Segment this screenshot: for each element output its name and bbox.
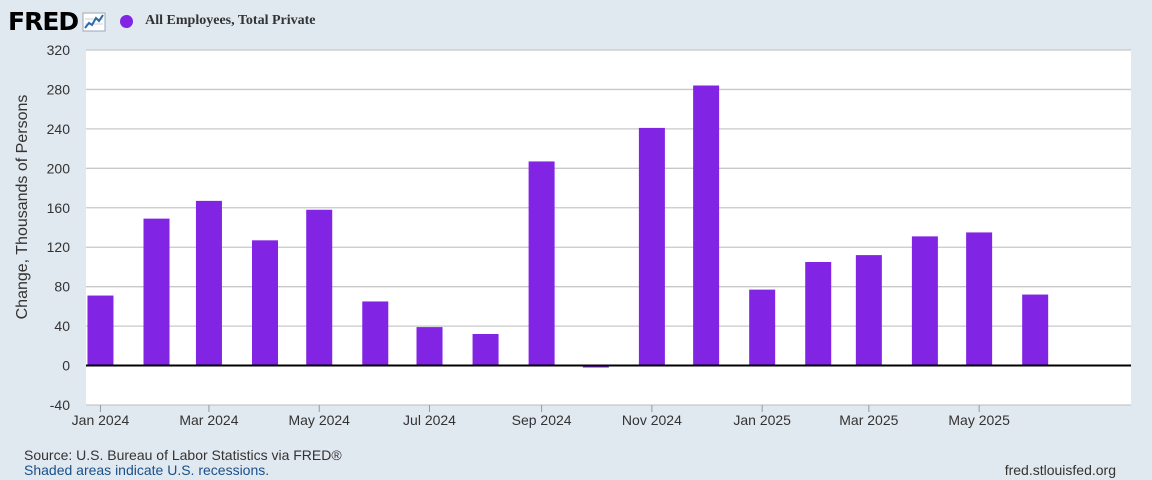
bar[interactable]	[966, 232, 993, 366]
bar[interactable]	[143, 218, 170, 366]
bar-chart: 320 280 240 200 160 120 80 40 0 -40 Jan 2024 Mar 2…	[14, 42, 1131, 428]
bar[interactable]	[416, 327, 443, 366]
y-tick-label: 280	[47, 81, 71, 97]
bar[interactable]	[528, 161, 555, 366]
bar[interactable]	[1022, 294, 1049, 366]
bar[interactable]	[855, 255, 882, 366]
source-note: Source: U.S. Bureau of Labor Statistics …	[24, 447, 342, 463]
bar[interactable]	[638, 127, 665, 366]
y-tick-label: 0	[62, 358, 70, 374]
bar[interactable]	[87, 295, 114, 366]
bar[interactable]	[693, 85, 720, 366]
legend-marker	[120, 14, 134, 28]
x-tick-label: Mar 2025	[839, 412, 898, 428]
y-tick-label: 80	[54, 279, 70, 295]
x-tick-label: May 2024	[288, 412, 350, 428]
source-prefix: Source:	[24, 447, 77, 463]
y-tick-label: 120	[47, 239, 71, 255]
y-tick-label: -40	[50, 397, 70, 413]
x-tick-label: Jan 2025	[733, 412, 791, 428]
bar[interactable]	[195, 200, 222, 366]
fred-url[interactable]: fred.stlouisfed.org	[1004, 462, 1116, 478]
source-text: U.S. Bureau of Labor Statistics via FRED…	[76, 447, 342, 463]
y-tick-label: 320	[47, 42, 71, 58]
header: FRED All Employees, Total Private	[8, 6, 316, 36]
y-tick-label: 200	[47, 160, 71, 176]
fred-logo[interactable]: FRED	[8, 6, 79, 36]
x-tick-label: Jan 2024	[72, 412, 130, 428]
bar[interactable]	[472, 334, 499, 366]
y-tick-label: 40	[54, 318, 70, 334]
y-axis-label: Change, Thousands of Persons	[14, 95, 31, 320]
bar[interactable]	[306, 209, 333, 366]
y-tick-label: 160	[47, 200, 71, 216]
y-tick-label: 240	[47, 121, 71, 137]
legend-label: All Employees, Total Private	[145, 13, 316, 28]
bar[interactable]	[251, 240, 278, 366]
bar[interactable]	[911, 236, 938, 366]
x-tick-label: Jul 2024	[403, 412, 456, 428]
x-tick-label: Mar 2024	[179, 412, 238, 428]
line-chart-icon	[82, 12, 106, 32]
x-tick-label: Sep 2024	[512, 412, 572, 428]
bar[interactable]	[749, 289, 776, 366]
recession-note[interactable]: Shaded areas indicate U.S. recessions.	[24, 462, 270, 478]
bar[interactable]	[805, 262, 832, 366]
x-tick-label: Nov 2024	[622, 412, 682, 428]
x-tick-label: May 2025	[948, 412, 1010, 428]
bar[interactable]	[362, 301, 389, 366]
